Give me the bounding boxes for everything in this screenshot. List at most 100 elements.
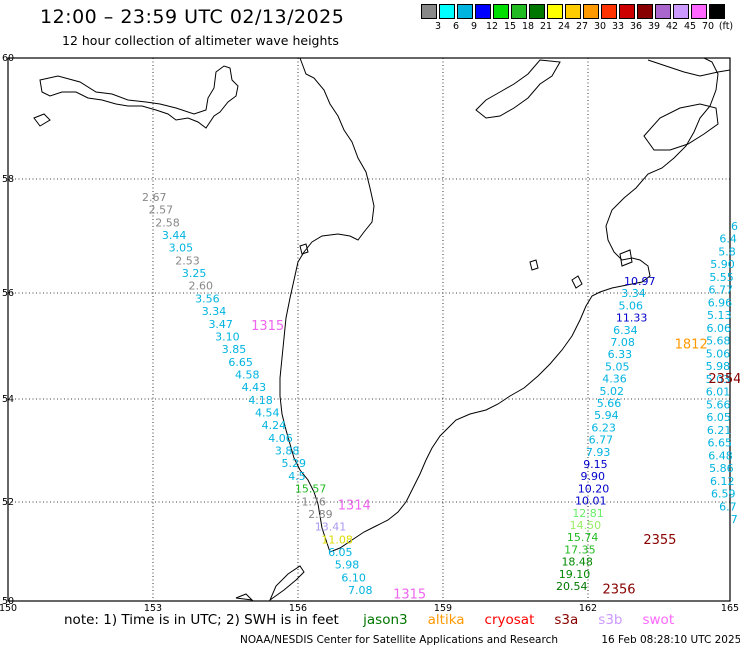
swh-value: 4.5 [288,470,306,483]
footnote-note: note: 1) Time is in UTC; 2) SWH is in fe… [64,612,339,628]
swh-value: 6.77 [708,284,733,297]
swh-value: 5.06 [706,347,731,360]
lon-label: 153 [144,603,162,614]
scale-swatch [475,4,491,19]
track-time-label: 2356 [602,583,635,598]
swh-value: 4.43 [242,381,267,394]
lat-label: 50 [2,596,14,607]
lat-label: 60 [2,53,14,64]
scale-label: 30 [593,21,607,32]
swh-value: 5.8 [718,245,736,258]
swh-value: 11.08 [321,533,353,546]
swh-value: 5.66 [706,398,731,411]
scale-swatch [583,4,599,19]
swh-value: 6.65 [228,356,253,369]
lat-label: 54 [2,394,14,405]
swh-value: 3.10 [215,330,240,343]
swh-value: 3.44 [162,229,187,242]
swh-value: 6.10 [341,571,366,584]
swh-value: 5.86 [709,462,734,475]
swh-value: 13.41 [315,521,347,534]
scale-swatch [709,4,725,19]
swh-value: 3.56 [195,292,220,305]
track-time-labels: 1315 1314 1315 1812 2354 2355 2356 [251,319,740,602]
scale-label: 6 [452,21,460,32]
satellite-legend-item: cryosat [484,612,535,628]
scale-swatch [457,4,473,19]
lon-label: 162 [579,603,597,614]
track-time-label: 2355 [643,533,676,548]
swh-value: 5.05 [605,360,630,373]
credit-line: NOAA/NESDIS Center for Satellite Applica… [240,634,740,646]
lon-label: 165 [721,603,739,614]
scale-label: 9 [470,21,478,32]
swh-value: 5.94 [594,409,619,422]
swh-value: 2.89 [308,508,333,521]
satellite-legend: jason3 altika cryosat s3a s3b swot [363,612,694,628]
scale-swatch [529,4,545,19]
swh-value: 5.06 [619,299,644,312]
swh-value: 4.18 [248,394,272,407]
swh-value: 3.05 [169,242,194,255]
swh-value: 5.98 [706,360,731,373]
swh-value: 14.50 [570,519,602,532]
swh-value: 6.7 [719,500,737,513]
swh-value: 4.36 [602,373,627,386]
scale-label: 18 [521,21,535,32]
swh-value: 6.33 [608,348,633,361]
swh-value: 2.53 [175,254,200,267]
swh-value: 6.59 [711,488,736,501]
scale-label: 27 [575,21,589,32]
swh-value: 2.60 [189,280,214,293]
scale-label: 36 [629,21,643,32]
swh-value: 5.68 [706,335,731,348]
lat-label: 52 [2,497,14,508]
coastline-segment [643,103,719,151]
satellite-legend-item: swot [642,612,675,628]
swh-value: 17.35 [564,543,596,556]
swh-value: 6 [731,220,738,233]
satellite-legend-item: s3a [554,612,579,628]
swh-value: 12.81 [572,507,604,520]
track-time-label: 2354 [708,372,740,387]
scale-label: 21 [539,21,553,32]
swh-value: 9.15 [583,458,608,471]
swh-value: 6.21 [707,424,732,437]
swh-value: 19.10 [559,568,591,581]
swh-value: 3.34 [621,287,646,300]
swh-value: 5.90 [710,258,735,271]
scale-label: 12 [485,21,499,32]
track-time-label: 1315 [251,319,284,334]
swh-value: 10.20 [578,482,610,495]
satellite-legend-item: altika [427,612,465,628]
coastline-segment [647,59,731,77]
swh-value: 6.77 [589,434,614,447]
satellite-legend-item: s3b [598,612,623,628]
page-subtitle: 12 hour collection of altimeter wave hei… [62,33,339,48]
swh-value: 6.96 [708,296,733,309]
scale-swatch [511,4,527,19]
swh-value: 5.29 [282,457,307,470]
track-time-label: 1315 [393,588,426,603]
swh-value: 7 [731,513,738,526]
scale-label: 24 [557,21,571,32]
swh-value: 10.01 [575,495,607,508]
scale-label: 33 [611,21,625,32]
footnote: note: 1) Time is in UTC; 2) SWH is in fe… [64,612,714,628]
lat-label: 56 [2,288,14,299]
swh-value: 20.54 [556,580,588,593]
swh-value: 1.76 [301,495,326,508]
swh-value: 6.01 [706,386,731,399]
swh-value: 18.48 [561,556,593,569]
map-frame [7,57,731,602]
scale-label: 42 [665,21,679,32]
swh-value: 6.4 [719,233,737,246]
coastline-segment [619,249,633,267]
coastline [33,57,731,602]
credit-text: NOAA/NESDIS Center for Satellite Applica… [240,634,558,646]
coastline-segment [39,65,239,129]
swh-value: 5.13 [707,309,732,322]
timestamp: 16 Feb 08:28:10 UTC 2025 [601,634,740,646]
coastline-segment [235,593,254,601]
